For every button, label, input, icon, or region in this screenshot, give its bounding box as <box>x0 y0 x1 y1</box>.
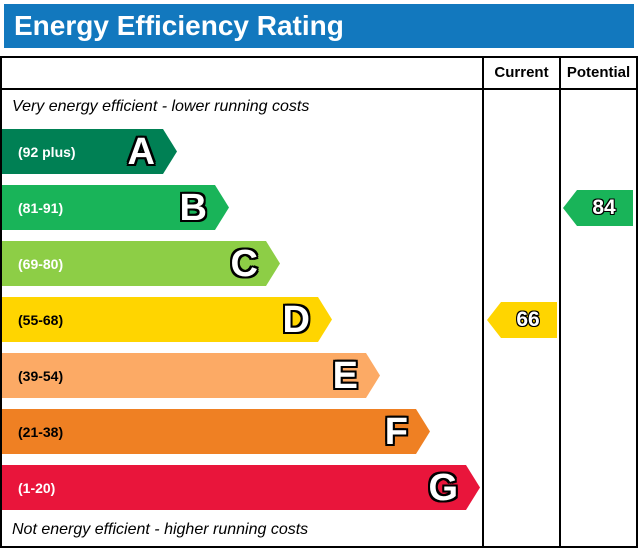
band-letter: E <box>332 354 358 397</box>
potential-value: 84 <box>592 196 616 219</box>
band-row: (21-38) F <box>2 404 482 460</box>
energy-efficiency-chart: Current Potential Very energy efficient … <box>0 56 638 548</box>
band-bar: (92 plus) A <box>2 129 177 174</box>
header-divider <box>2 88 636 90</box>
band-letter: C <box>230 242 258 285</box>
title-bar: Energy Efficiency Rating <box>4 4 634 48</box>
band-row: (1-20) G <box>2 460 482 516</box>
band-range-label: (92 plus) <box>18 143 76 160</box>
band-range-label: (69-80) <box>18 255 64 272</box>
band-row: (69-80) C <box>2 236 482 292</box>
rating-bands: (92 plus) A (81-91) B (69-80) C (55-68) <box>2 124 482 516</box>
band-bar: (69-80) C <box>2 241 280 286</box>
band-bar: (55-68) D <box>2 297 332 342</box>
band-range-label: (55-68) <box>18 311 64 328</box>
band-bar: (1-20) G <box>2 465 480 510</box>
band-row: (81-91) B <box>2 180 482 236</box>
band-range-label: (39-54) <box>18 367 64 384</box>
column-divider <box>559 58 561 546</box>
potential-marker: 84 <box>563 190 633 226</box>
page-title: Energy Efficiency Rating <box>14 10 344 41</box>
current-value: 66 <box>516 308 540 331</box>
band-bar: (21-38) F <box>2 409 430 454</box>
band-letter: A <box>127 130 155 173</box>
band-range-label: (1-20) <box>18 479 56 496</box>
top-note: Very energy efficient - lower running co… <box>12 98 310 115</box>
band-range-label: (21-38) <box>18 423 64 440</box>
band-bar: (39-54) E <box>2 353 380 398</box>
band-bar: (81-91) B <box>2 185 229 230</box>
band-range-label: (81-91) <box>18 199 64 216</box>
band-row: (55-68) D <box>2 292 482 348</box>
column-divider <box>482 58 484 546</box>
band-letter: B <box>179 186 207 229</box>
current-marker: 66 <box>487 302 557 338</box>
bottom-note: Not energy efficient - higher running co… <box>12 521 309 538</box>
current-column-header: Current <box>494 64 549 81</box>
potential-column-header: Potential <box>566 64 631 81</box>
band-row: (39-54) E <box>2 348 482 404</box>
band-letter: G <box>428 466 458 509</box>
band-letter: D <box>282 298 310 341</box>
band-row: (92 plus) A <box>2 124 482 180</box>
band-letter: F <box>384 410 408 453</box>
